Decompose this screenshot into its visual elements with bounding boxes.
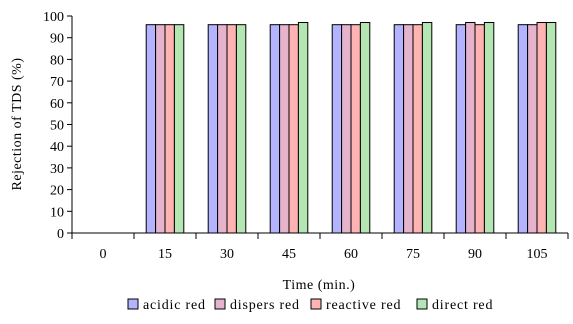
y-tick-label: 50	[50, 119, 64, 134]
x-tick-label: 45	[282, 247, 296, 262]
bar-direct-red-15	[173, 24, 185, 234]
legend-label-direct-red: direct red	[432, 298, 493, 313]
bar-reactive-red-75	[412, 24, 423, 234]
legend-swatch-acidic-red	[127, 298, 139, 310]
bar-acidic-red-15	[145, 24, 157, 234]
bar-dispers-red-105	[527, 24, 538, 234]
bar-direct-red-45	[297, 22, 309, 234]
y-tick-label: 100	[43, 10, 64, 25]
y-tick-label: 80	[50, 53, 64, 68]
x-tick-label: 0	[100, 247, 107, 262]
x-tick-label: 15	[158, 247, 172, 262]
bar-direct-red-90	[483, 22, 495, 234]
bar-dispers-red-45	[279, 24, 290, 234]
bar-direct-red-60	[359, 22, 371, 234]
bar-acidic-red-75	[393, 24, 405, 234]
y-tick-label: 0	[57, 227, 64, 242]
bar-acidic-red-60	[331, 24, 343, 234]
bar-direct-red-30	[235, 24, 247, 234]
y-tick-label: 90	[50, 32, 64, 47]
legend-label-reactive-red: reactive red	[326, 298, 401, 313]
x-tick-label: 60	[344, 247, 358, 262]
x-axis-title: Time (min.)	[283, 278, 356, 293]
legend-label-dispers-red: dispers red	[230, 298, 300, 313]
y-tick-label: 20	[50, 184, 64, 199]
bar-reactive-red-30	[226, 24, 237, 234]
bar-reactive-red-45	[288, 24, 299, 234]
x-tick-label: 30	[220, 247, 234, 262]
y-tick-label: 40	[50, 140, 64, 155]
y-tick-label: 30	[50, 162, 64, 177]
x-tick-label: 90	[468, 247, 482, 262]
bar-dispers-red-15	[155, 24, 166, 234]
legend: acidic red dispers red reactive red direct …	[127, 298, 493, 313]
bar-acidic-red-105	[517, 24, 529, 234]
bar-acidic-red-90	[455, 24, 467, 234]
bar-reactive-red-15	[164, 24, 175, 234]
y-tick-label: 10	[50, 205, 64, 220]
bar-dispers-red-60	[341, 24, 352, 234]
bar-dispers-red-90	[465, 22, 476, 234]
bar-dispers-red-75	[403, 24, 414, 234]
legend-swatch-dispers-red	[214, 298, 226, 310]
bar-reactive-red-105	[536, 22, 547, 234]
legend-swatch-reactive-red	[310, 298, 322, 310]
bar-reactive-red-60	[350, 24, 361, 234]
y-tick-label: 60	[50, 97, 64, 112]
bar-direct-red-75	[421, 22, 433, 234]
bar-acidic-red-30	[207, 24, 219, 234]
legend-label-acidic-red: acidic red	[143, 298, 206, 313]
y-tick-label: 70	[50, 75, 64, 90]
x-tick-label: 75	[406, 247, 420, 262]
bar-acidic-red-45	[269, 24, 281, 234]
y-axis-title: Rejection of TDS (%)	[10, 58, 25, 191]
bar-dispers-red-30	[217, 24, 228, 234]
bar-direct-red-105	[545, 22, 557, 234]
bar-reactive-red-90	[474, 24, 485, 234]
legend-swatch-direct-red	[416, 298, 428, 310]
plot-area: 0 10 20 30 40 50 60 70 80 90 100 0 15 30 45 60 75 90 105	[43, 10, 569, 262]
x-tick-label: 105	[527, 247, 548, 262]
